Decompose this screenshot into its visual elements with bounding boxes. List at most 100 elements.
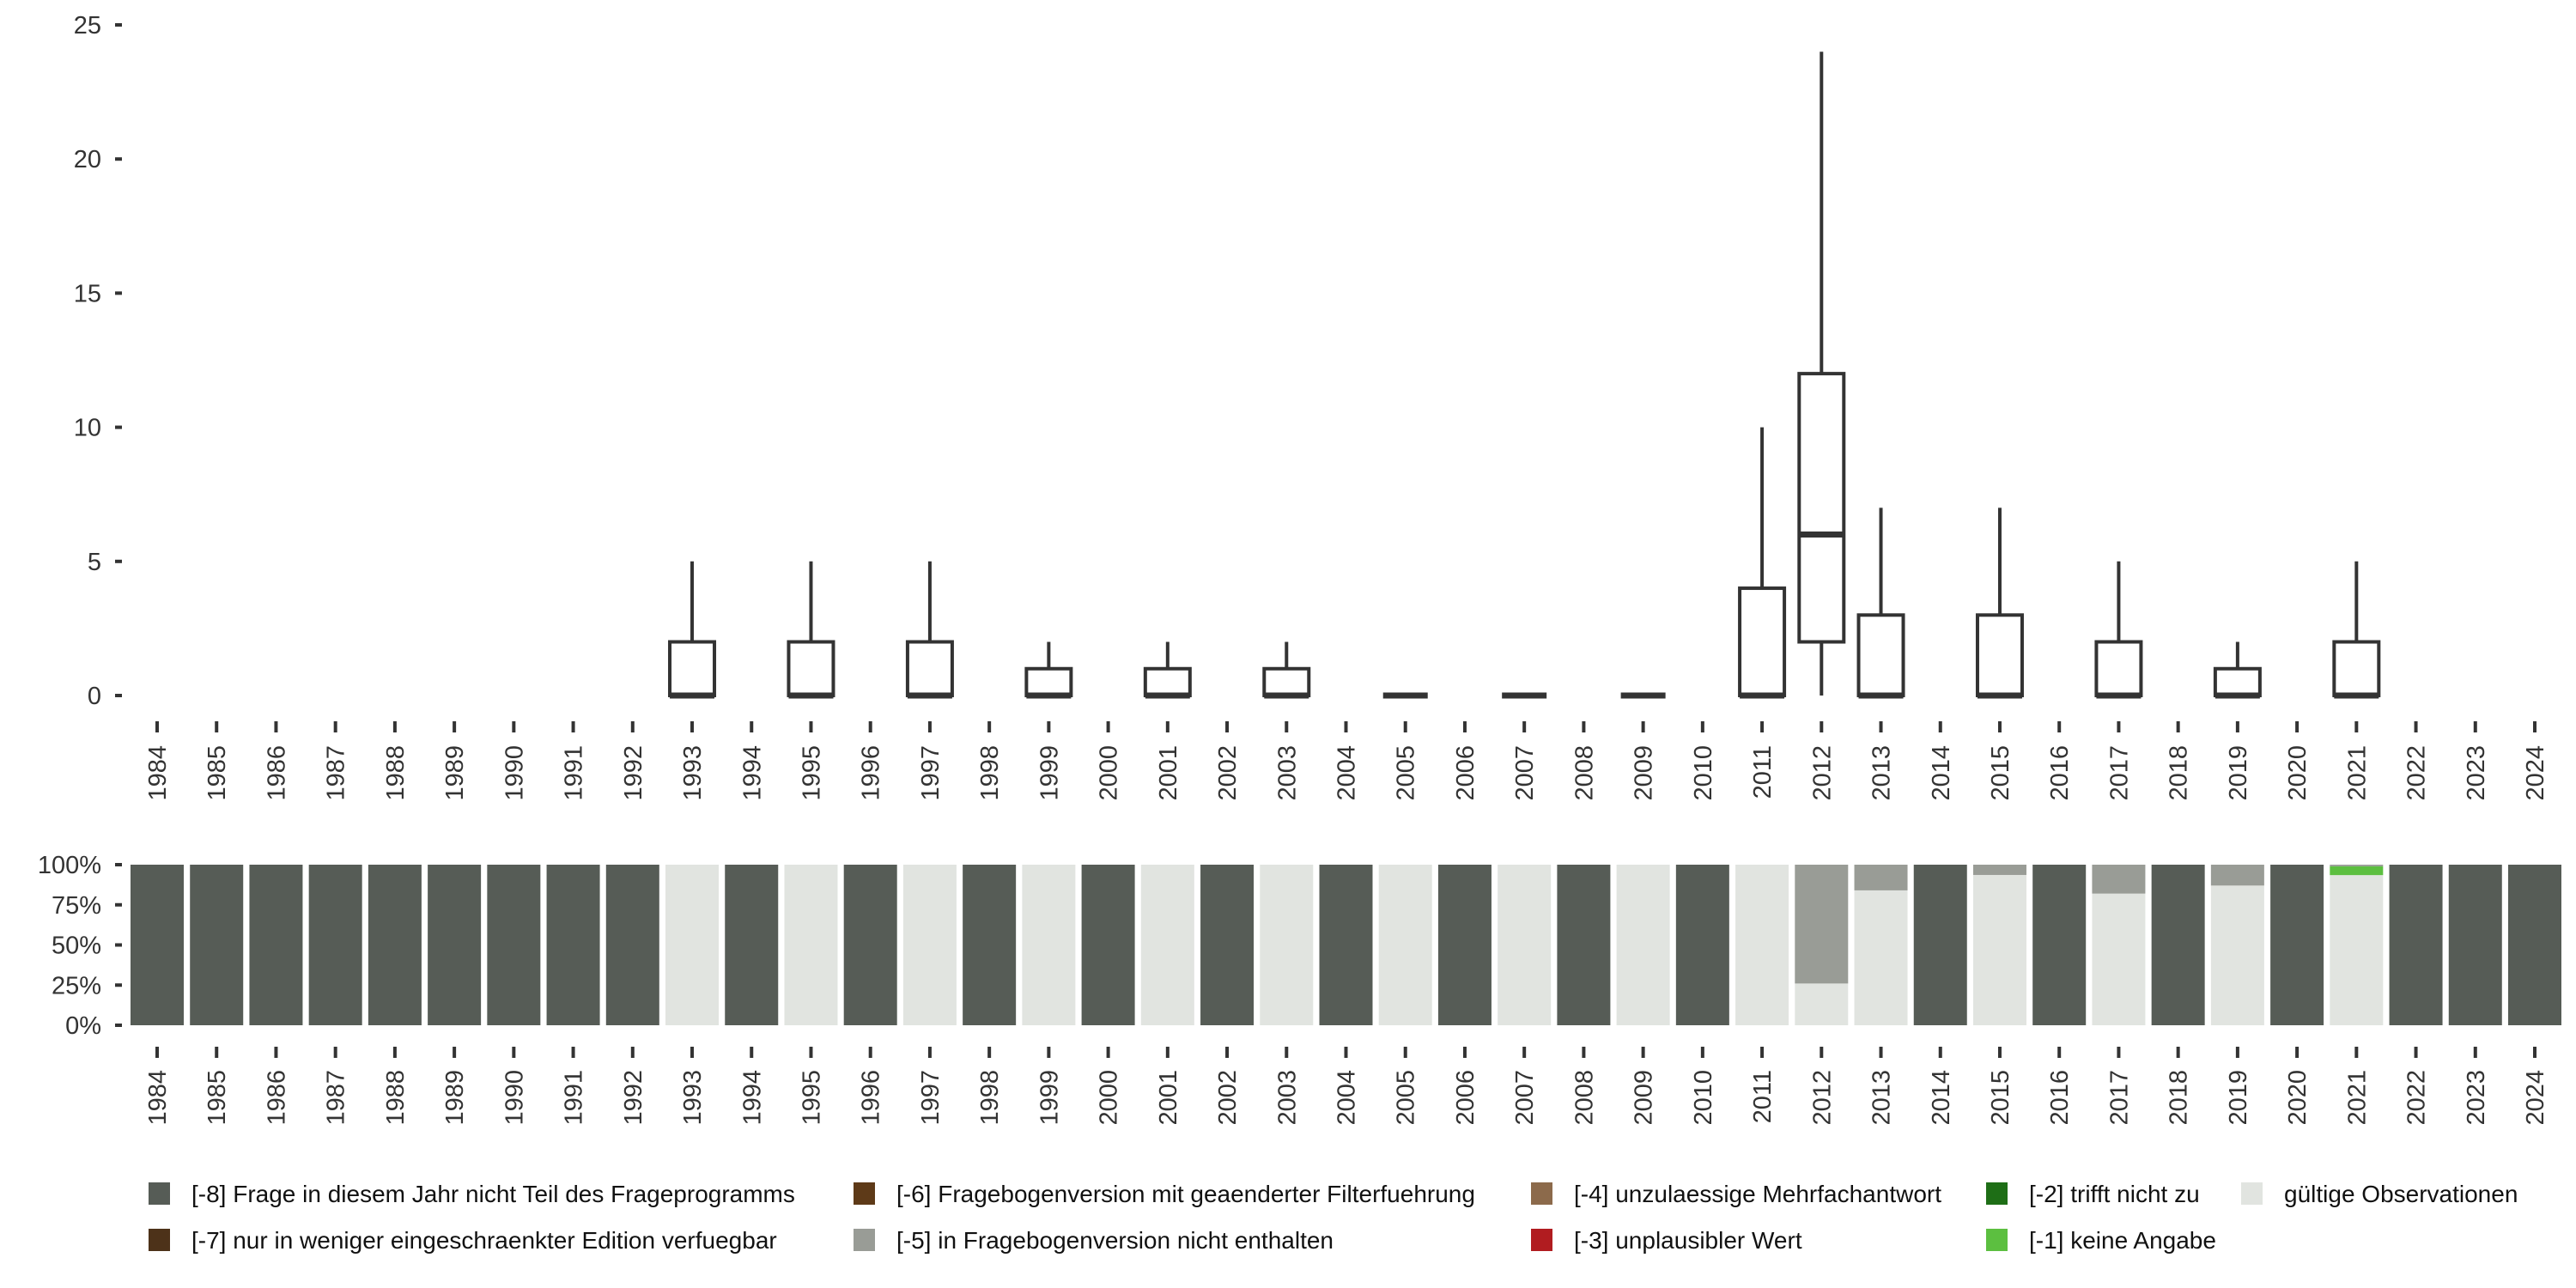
- x-tick-label: 2009: [1631, 1070, 1658, 1126]
- legend-swatch: [854, 1229, 875, 1251]
- bar-segment-2010-codem8: [1675, 865, 1729, 1025]
- legend-swatch: [149, 1229, 170, 1251]
- box-body: [1738, 586, 1787, 697]
- x-tick-label: 1987: [323, 1070, 350, 1126]
- bar-segment-2017-codem5: [2092, 865, 2146, 894]
- x-tick-label: 2010: [1690, 745, 1717, 801]
- bar-segment-2009-valid: [1616, 865, 1670, 1025]
- x-tick-label: 2020: [2284, 745, 2312, 801]
- box-body: [787, 640, 835, 698]
- legend-item-codem1: [-1] keine Angabe: [1986, 1227, 2216, 1254]
- box-2015: [1975, 507, 2024, 699]
- x-tick-label: 2004: [1334, 745, 1361, 801]
- bar-segment-2007-valid: [1498, 865, 1552, 1025]
- x-tick-label: 1995: [798, 745, 825, 801]
- box-2003: [1262, 641, 1311, 699]
- box-2011: [1738, 427, 1787, 699]
- bar-segment-2016-codem8: [2032, 865, 2087, 1025]
- bar-segment-2015-codem5: [1972, 865, 2026, 875]
- x-tick-label: 2017: [2105, 1070, 2133, 1126]
- legend-label: [-7] nur in weniger eingeschraenkter Edi…: [191, 1227, 777, 1254]
- bar-segment-1993-valid: [665, 865, 720, 1025]
- bar-segment-1988-codem8: [368, 865, 422, 1025]
- y-tick-label: 50%: [52, 933, 101, 960]
- x-tick-label: 2010: [1690, 1070, 1717, 1126]
- x-tick-label: 2001: [1155, 1070, 1182, 1126]
- x-tick-label: 2015: [1987, 745, 2014, 801]
- x-tick-label: 2015: [1987, 1070, 2014, 1126]
- x-tick-label: 2014: [1928, 1070, 1955, 1126]
- x-tick-label: 2021: [2343, 1070, 2371, 1126]
- box-body: [1797, 372, 1846, 644]
- stacked-bar-panel: 0% 25% 50% 75% 100% 1984 1985 1986 1987 1988 1989 1…: [38, 852, 2561, 1126]
- x-tick-label: 1996: [858, 745, 885, 801]
- x-tick-label: 1994: [738, 1070, 766, 1126]
- legend-label: [-4] unzulaessige Mehrfachantwort: [1574, 1181, 1941, 1207]
- x-tick-label: 2017: [2105, 745, 2133, 801]
- box-body: [1143, 666, 1192, 698]
- x-tick-label: 2012: [1808, 745, 1836, 801]
- y-tick-label: 5: [88, 549, 101, 576]
- bar-segment-2011-valid: [1735, 865, 1789, 1025]
- bar-segment-1997-valid: [902, 865, 957, 1025]
- x-tick-label: 1993: [679, 1070, 707, 1126]
- bar-segment-1998-codem8: [963, 865, 1017, 1025]
- box-body: [1856, 613, 1905, 698]
- box-2001: [1143, 641, 1192, 699]
- box-body: [2332, 640, 2381, 698]
- x-tick-label: 2003: [1273, 745, 1301, 801]
- legend-swatch: [1986, 1229, 2008, 1251]
- y-tick-label: 20: [74, 146, 101, 173]
- legend-item-codem8: [-8] Frage in diesem Jahr nicht Teil des…: [149, 1181, 795, 1207]
- bar-segment-1996-codem8: [843, 865, 897, 1025]
- x-tick-label: 2007: [1511, 745, 1539, 801]
- bar-segment-1994-codem8: [725, 865, 779, 1025]
- bar-segment-2014-codem8: [1913, 865, 1967, 1025]
- box-1999: [1024, 641, 1073, 699]
- boxplot-panel: 0 5 10 15 20 25 1984 1985 1986 1987 1988 1989 1990 19…: [74, 12, 2549, 801]
- y-tick-label: 0: [88, 683, 101, 710]
- x-tick-label: 2020: [2284, 1070, 2312, 1126]
- legend-item-codem4: [-4] unzulaessige Mehrfachantwort: [1531, 1181, 1941, 1207]
- legend-item-codem2: [-2] trifft nicht zu: [1986, 1181, 2200, 1207]
- legend-label: [-2] trifft nicht zu: [2029, 1181, 2200, 1207]
- x-tick-label: 1991: [561, 1070, 588, 1126]
- x-tick-label: 1992: [620, 745, 647, 801]
- legend-label: [-6] Fragebogenversion mit geaenderter F…: [896, 1181, 1475, 1207]
- box-body: [2094, 640, 2143, 698]
- x-tick-label: 1989: [441, 745, 469, 801]
- bar-segment-2019-valid: [2210, 885, 2264, 1025]
- x-tick-label: 2018: [2166, 1070, 2193, 1126]
- x-tick-label: 1998: [976, 1070, 1004, 1126]
- box-2013: [1856, 507, 1905, 699]
- bar-segment-2013-valid: [1854, 890, 1908, 1025]
- x-tick-label: 2016: [2046, 1070, 2074, 1126]
- legend-item-codem7: [-7] nur in weniger eingeschraenkter Edi…: [149, 1227, 777, 1254]
- bar-segment-1989-codem8: [428, 865, 482, 1025]
- legend-label: [-3] unplausibler Wert: [1574, 1227, 1802, 1254]
- x-tick-label: 2023: [2463, 745, 2490, 801]
- bar-segment-2020-codem8: [2270, 865, 2324, 1025]
- bar-segment-2012-valid: [1795, 983, 1849, 1025]
- x-tick-label: 1993: [679, 745, 707, 801]
- x-tick-label: 1985: [204, 745, 231, 801]
- box-2019: [2213, 641, 2262, 699]
- bar-segment-2021-valid: [2330, 875, 2384, 1025]
- x-tick-label: 1985: [204, 1070, 231, 1126]
- x-tick-label: 2023: [2463, 1070, 2490, 1126]
- x-tick-label: 1996: [858, 1070, 885, 1126]
- bar-segment-2012-codem5: [1795, 865, 1849, 984]
- bar-segment-2003-valid: [1260, 865, 1314, 1025]
- legend-swatch: [1531, 1229, 1552, 1251]
- bar-segment-2015-valid: [1972, 874, 2026, 1025]
- x-tick-label: 2014: [1928, 745, 1955, 801]
- x-tick-label: 2016: [2046, 745, 2074, 801]
- x-tick-label: 2009: [1631, 745, 1658, 801]
- x-tick-label: 1986: [263, 1070, 290, 1126]
- box-body: [1262, 666, 1311, 698]
- x-tick-label: 1988: [382, 1070, 410, 1126]
- x-tick-label: 1999: [1036, 1070, 1063, 1126]
- x-tick-label: 2021: [2343, 745, 2371, 801]
- bar-segment-2001-valid: [1140, 865, 1194, 1025]
